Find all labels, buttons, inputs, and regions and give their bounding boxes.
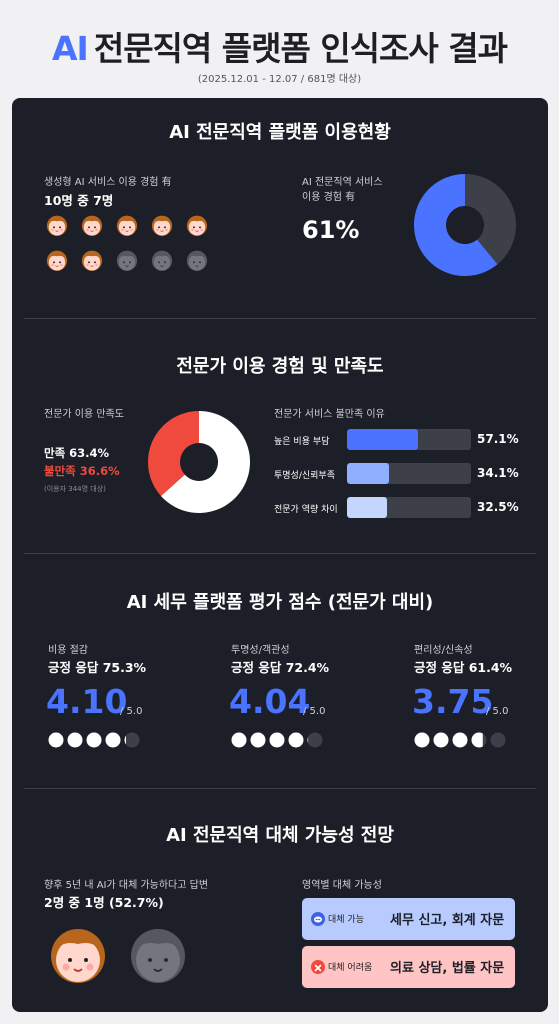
- person-icon-gray: [131, 929, 185, 983]
- score-label: 비용 절감: [48, 645, 88, 656]
- person-icon-colored: [80, 213, 104, 241]
- replace-value: 2명 중 1명 (52.7%): [44, 895, 164, 910]
- replace-possible-pill: 대체 가능 세무 신고, 회계 자문: [302, 898, 515, 940]
- person-icon-colored: [51, 929, 105, 983]
- person-icon-colored: [150, 213, 174, 241]
- hard-text: 의료 상담, 법률 자문: [390, 961, 505, 976]
- reason-bar-track: [347, 429, 471, 450]
- possible-tag: 대체 가능: [328, 915, 364, 925]
- header: AI 전문직역 플랫폼 인식조사 결과 (2025.12.01 - 12.07 /…: [0, 0, 559, 98]
- score-positive: 긍정 응답 75.3%: [48, 660, 147, 675]
- x-icon: [311, 960, 325, 974]
- reason-bar-fill: [347, 429, 418, 450]
- rating-dots: [414, 732, 514, 748]
- hard-tag: 대체 어려움: [328, 963, 373, 973]
- donut-slice-yes: [414, 174, 498, 276]
- reason-value: 32.5%: [477, 500, 519, 514]
- person-icon-gray: [185, 248, 209, 276]
- reason-bar-fill: [347, 497, 388, 518]
- person-icon-gray: [115, 248, 139, 276]
- gen-ai-value: 10명 중 7명: [44, 193, 114, 208]
- speech-bubble-icon: [311, 912, 325, 926]
- results-card: AI 전문직역 플랫폼 이용현황 생성형 AI 서비스 이용 경험 有 10명 …: [12, 98, 548, 1012]
- satisfied-text: 만족 63.4%: [44, 446, 110, 460]
- reason-bar-track: [347, 463, 471, 484]
- donut-slice-unsatisfied: [148, 411, 199, 496]
- score-label: 편리성/신속성: [414, 645, 473, 656]
- replace-label: 향후 5년 내 AI가 대체 가능하다고 답변: [44, 880, 209, 891]
- sat-label: 전문가 이용 만족도: [44, 409, 124, 420]
- reasons-label: 전문가 서비스 불만족 이유: [274, 409, 385, 420]
- score-label: 투명성/객관성: [231, 645, 290, 656]
- score-value: 4.10: [46, 682, 128, 721]
- pro-label-2: 이용 경험 有: [302, 192, 356, 203]
- section3-title: AI 세무 플랫폼 평가 점수 (전문가 대비): [126, 592, 434, 613]
- replace-hard-pill: 대체 어려움 의료 상담, 법률 자문: [302, 946, 515, 988]
- title-ai: AI: [52, 29, 89, 68]
- area-label: 영역별 대체 가능성: [302, 880, 382, 891]
- reason-value: 57.1%: [477, 432, 519, 446]
- score-max: / 5.0: [120, 706, 143, 717]
- donut-slice-satisfied: [160, 411, 250, 513]
- gen-ai-label: 생성형 AI 서비스 이용 경험 有: [44, 177, 172, 188]
- score-max: / 5.0: [303, 706, 326, 717]
- divider-2: [24, 553, 536, 554]
- reason-value: 34.1%: [477, 466, 519, 480]
- rating-dots: [231, 732, 331, 748]
- section4-title: AI 전문직역 대체 가능성 전망: [166, 825, 394, 846]
- score-positive: 긍정 응답 72.4%: [231, 660, 330, 675]
- score-value: 3.75: [412, 682, 494, 721]
- sat-note: (이용자 344명 대상): [44, 485, 106, 493]
- pro-label-1: AI 전문직역 서비스: [302, 177, 383, 188]
- section1-title: AI 전문직역 플랫폼 이용현황: [169, 122, 391, 143]
- reason-label: 높은 비용 부담: [274, 437, 330, 447]
- person-icon-colored: [45, 213, 69, 241]
- score-value: 4.04: [229, 682, 311, 721]
- page-title: AI 전문직역 플랫폼 인식조사 결과: [0, 22, 559, 70]
- title-rest: 전문직역 플랫폼 인식조사 결과: [93, 29, 508, 68]
- person-icon-colored: [115, 213, 139, 241]
- divider-3: [24, 788, 536, 789]
- divider-1: [24, 318, 536, 319]
- satisfaction-donut: [148, 411, 250, 513]
- reason-bar-track: [347, 497, 471, 518]
- reason-label: 투명성/신뢰부족: [274, 471, 335, 481]
- section2-title: 전문가 이용 경험 및 만족도: [176, 356, 384, 377]
- score-max: / 5.0: [486, 706, 509, 717]
- reason-label: 전문가 역량 차이: [274, 505, 338, 515]
- person-icon-gray: [150, 248, 174, 276]
- page-subtitle: (2025.12.01 - 12.07 / 681명 대상): [197, 74, 362, 85]
- pro-value: 61%: [302, 216, 360, 244]
- rating-dots: [48, 732, 148, 748]
- person-icon-colored: [80, 248, 104, 276]
- possible-text: 세무 신고, 회계 자문: [390, 913, 505, 928]
- unsatisfied-text: 불만족 36.6%: [44, 464, 120, 478]
- donut-slice-no: [465, 174, 516, 265]
- reason-bar-fill: [347, 463, 390, 484]
- person-icon-colored: [45, 248, 69, 276]
- score-positive: 긍정 응답 61.4%: [414, 660, 513, 675]
- person-icon-colored: [185, 213, 209, 241]
- pro-usage-donut: [414, 174, 516, 276]
